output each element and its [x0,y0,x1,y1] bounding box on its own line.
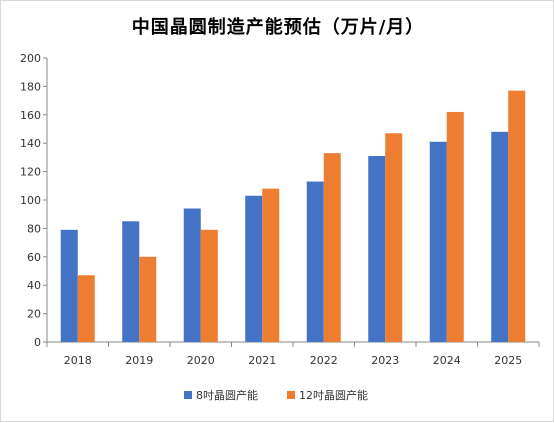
y-tick-label: 120 [20,166,41,179]
bar-12inch [200,229,218,342]
bar-8inch [122,221,140,342]
bar-12inch [77,275,95,342]
y-tick-label: 160 [20,109,41,122]
legend-label: 8吋晶圆产能 [196,388,258,402]
x-tick-label: 2020 [187,354,215,367]
bar-8inch [60,229,78,342]
y-tick-label: 20 [27,308,41,321]
bar-12inch [323,153,341,342]
legend-swatch [287,391,295,399]
legend-label: 12吋晶圆产能 [299,388,368,402]
y-tick-label: 200 [20,52,41,65]
bar-8inch [245,195,263,342]
bar-12inch [385,133,403,342]
y-tick-label: 80 [27,222,41,235]
bar-12inch [262,188,280,342]
bar-12inch [446,111,464,343]
x-tick-label: 2023 [371,354,399,367]
chart-title: 中国晶圆制造产能预估（万片/月） [131,17,425,38]
bar-12inch [139,256,157,342]
x-tick-label: 2025 [494,354,522,367]
y-tick-label: 60 [27,251,41,264]
x-tick-label: 2019 [125,354,153,367]
y-tick-label: 140 [20,137,41,150]
x-tick-label: 2022 [310,354,338,367]
bar-8inch [183,208,201,342]
x-tick-label: 2021 [248,354,276,367]
x-tick-label: 2024 [433,354,461,367]
bar-8inch [368,155,386,342]
bar-8inch [491,131,509,342]
x-tick-label: 2018 [64,354,92,367]
y-tick-label: 180 [20,80,41,93]
y-tick-label: 100 [20,194,41,207]
legend-swatch [184,391,192,399]
bar-8inch [306,181,324,342]
bar-8inch [429,141,447,342]
y-tick-label: 40 [27,279,41,292]
bar-12inch [508,90,526,342]
y-tick-label: 0 [34,336,41,349]
